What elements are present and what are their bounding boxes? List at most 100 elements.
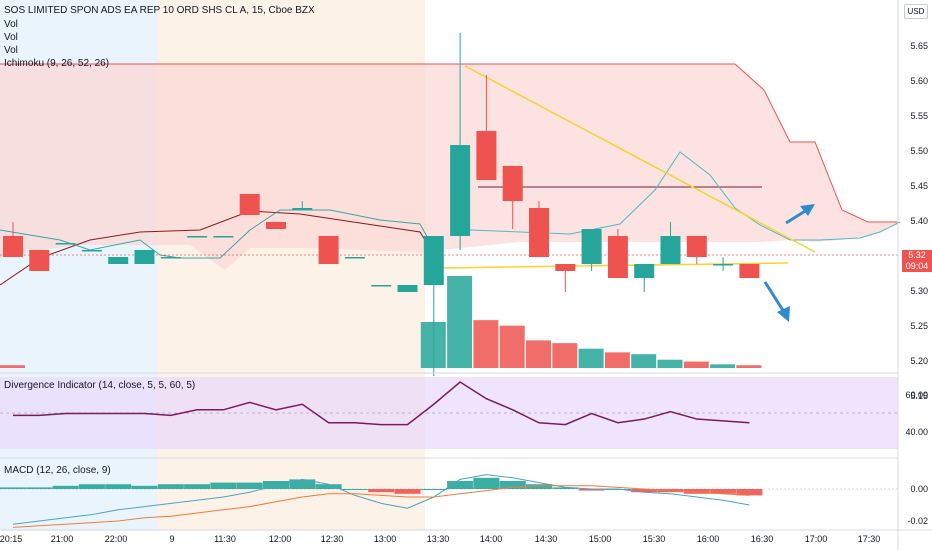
time-tick: 13:30 xyxy=(426,534,450,544)
volume-bar xyxy=(736,365,762,368)
macd-histogram-bar xyxy=(105,484,132,489)
volume-bar xyxy=(710,364,736,368)
macd-histogram-bar xyxy=(394,489,421,494)
price-tick: 5.40 xyxy=(910,216,928,226)
macd-histogram-bar xyxy=(420,489,447,490)
divergence-tick-40: 40.00 xyxy=(905,427,928,437)
macd-histogram-bar xyxy=(631,489,658,493)
macd-histogram-bar xyxy=(52,485,79,489)
volume-bar xyxy=(604,352,630,368)
time-tick: 14:00 xyxy=(479,534,503,544)
macd-histogram-bar xyxy=(78,484,105,489)
macd-line xyxy=(12,474,750,525)
symbol-title[interactable]: SOS LIMITED SPON ADS EA REP 10 ORD SHS C… xyxy=(4,5,315,16)
time-tick: 12:30 xyxy=(320,534,344,544)
candle-body xyxy=(660,236,681,264)
ichimoku-cloud-top xyxy=(0,63,898,223)
price-tick: 5.20 xyxy=(910,356,928,366)
time-tick: 13:00 xyxy=(373,534,397,544)
macd-histogram-bar xyxy=(0,487,26,489)
volume-legend-2[interactable]: Vol xyxy=(4,32,18,43)
macd-tick-neg: -0.02 xyxy=(907,516,928,526)
candle-body xyxy=(81,250,102,252)
price-tick: 5.50 xyxy=(910,146,928,156)
macd-histogram-bar xyxy=(552,487,579,489)
candle-body xyxy=(529,208,549,257)
signal-line xyxy=(12,485,750,528)
volume-bar xyxy=(499,325,525,368)
candle-body xyxy=(239,194,260,215)
last-price-badge: 5.32 xyxy=(902,250,932,261)
time-tick: 16:30 xyxy=(750,534,774,544)
macd-histogram-bar xyxy=(447,481,474,489)
macd-histogram-bar xyxy=(131,485,158,489)
candle-body xyxy=(344,257,365,259)
macd-histogram-bar xyxy=(578,489,605,491)
volume-legend-1[interactable]: Vol xyxy=(4,19,18,30)
macd-histogram-bar xyxy=(157,484,184,489)
candle-body xyxy=(713,264,734,266)
candle-body xyxy=(423,236,444,285)
volume-series xyxy=(0,276,762,368)
volume-bar xyxy=(0,365,25,368)
candle-body xyxy=(397,285,418,292)
candle-body xyxy=(502,166,523,201)
price-tick: 5.65 xyxy=(910,41,928,51)
time-tick: 21:00 xyxy=(50,534,74,544)
candle-body xyxy=(292,208,313,210)
volume-bar xyxy=(683,361,709,368)
price-tick: 5.55 xyxy=(910,111,928,121)
macd-histogram-bar xyxy=(473,477,500,489)
candle-body xyxy=(3,236,23,257)
price-tick: 5.60 xyxy=(910,76,928,86)
ichimoku-cloud xyxy=(0,64,898,270)
candle-body xyxy=(187,236,208,238)
time-tick: 17:00 xyxy=(804,534,828,544)
volume-legend-3[interactable]: Vol xyxy=(4,45,18,56)
price-tick: 5.15 xyxy=(910,391,928,401)
trendline-upper xyxy=(464,65,816,253)
divergence-tick-60: 60.00 xyxy=(905,390,928,400)
macd-histogram-bar xyxy=(315,484,342,489)
arrow-up-icon xyxy=(785,204,815,225)
ichimoku-legend[interactable]: Ichimoku (9, 26, 52, 26) xyxy=(4,58,110,69)
macd-histogram-bar xyxy=(683,489,710,494)
volume-bar xyxy=(631,354,657,368)
macd-histogram-bar xyxy=(341,489,368,490)
macd-histogram-bar xyxy=(368,489,395,493)
time-tick: 15:30 xyxy=(642,534,666,544)
candle-body xyxy=(318,236,339,264)
divergence-legend[interactable]: Divergence Indicator (14, close, 5, 5, 6… xyxy=(4,380,196,391)
currency-button[interactable]: USD xyxy=(904,4,928,19)
price-tick: 5.25 xyxy=(910,321,928,331)
time-tick: 22:00 xyxy=(104,534,128,544)
candle-body xyxy=(686,236,707,257)
candle-body xyxy=(634,264,655,278)
macd-tick-0: 0.00 xyxy=(910,484,928,494)
macd-histogram-bar xyxy=(184,484,211,489)
time-tick: 9 xyxy=(169,534,175,544)
candle-body xyxy=(450,145,471,236)
macd-histogram-bar xyxy=(263,481,289,489)
candle-body xyxy=(371,285,392,287)
macd-histogram-bar xyxy=(289,479,316,489)
candle-body xyxy=(108,257,129,264)
candle-body xyxy=(55,243,76,245)
time-tick: 20:15 xyxy=(0,534,23,544)
macd-histogram xyxy=(0,477,763,496)
time-tick: 15:00 xyxy=(588,534,612,544)
macd-histogram-bar xyxy=(736,489,763,496)
volume-bar xyxy=(447,276,473,368)
macd-histogram-bar xyxy=(710,489,737,494)
macd-histogram-bar xyxy=(210,482,237,489)
candle-body xyxy=(134,250,155,264)
time-tick: 16:00 xyxy=(696,534,720,544)
countdown-badge: 09:04 xyxy=(902,261,932,272)
divergence-line xyxy=(13,381,750,426)
time-tick: 17:30 xyxy=(857,534,881,544)
volume-bar xyxy=(473,320,499,368)
arrow-down-icon xyxy=(763,281,790,322)
macd-legend[interactable]: MACD (12, 26, close, 9) xyxy=(4,465,111,476)
macd-histogram-bar xyxy=(499,481,526,489)
